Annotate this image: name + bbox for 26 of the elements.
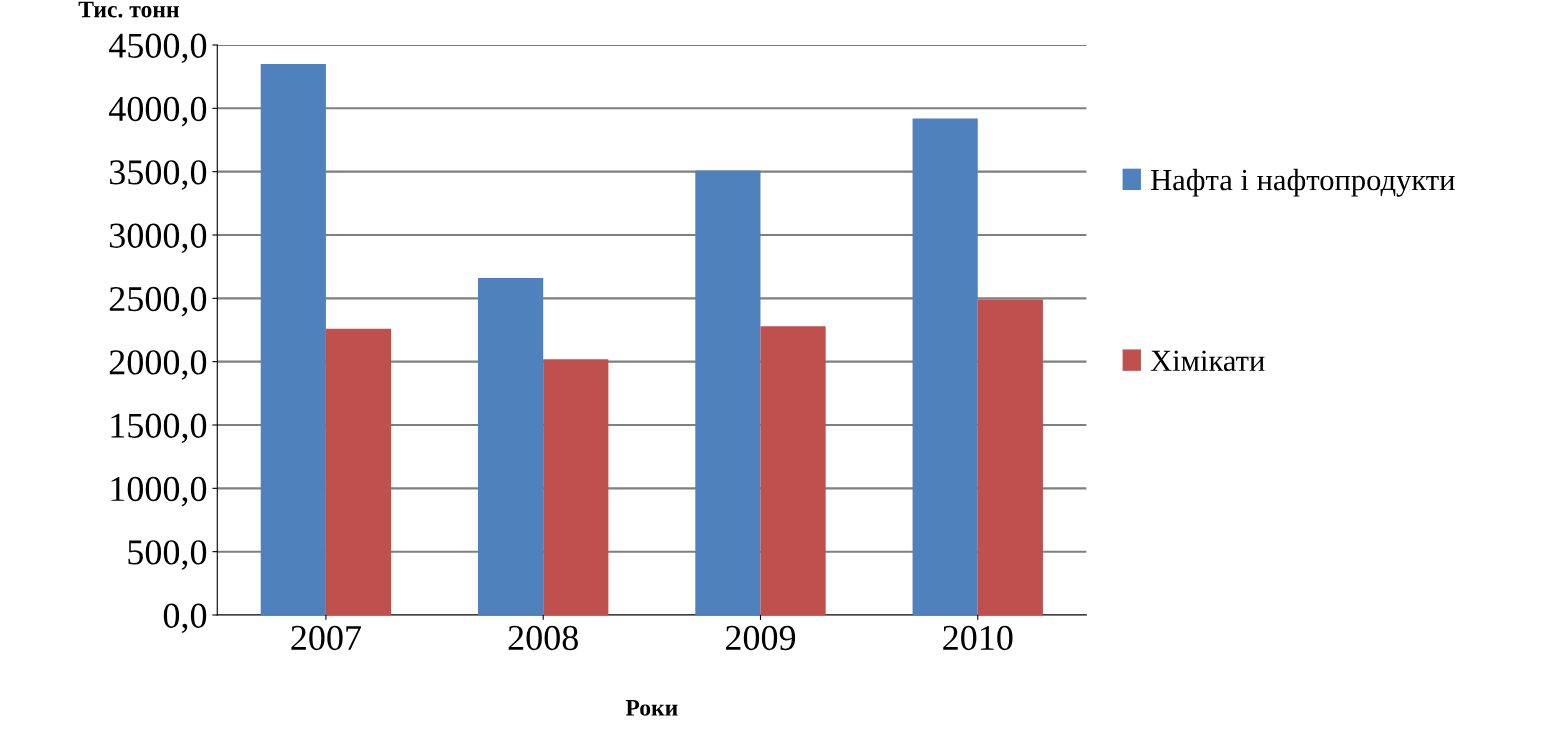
y-tick-label: 2500,0	[109, 286, 207, 317]
y-tick-label: 1500,0	[111, 413, 207, 444]
y-tick-label: 4500,0	[108, 33, 207, 64]
y-tick-label: 0,0	[163, 603, 207, 634]
y-tick-label: 500,0	[128, 540, 207, 570]
bar	[912, 118, 978, 615]
bar	[760, 326, 826, 615]
y-tick-label: 3500,0	[109, 160, 207, 190]
bar	[695, 170, 761, 615]
y-tick-label: 2000,0	[109, 350, 207, 380]
x-tick-label: 2007	[291, 625, 361, 651]
legend-label: Хімікати	[1150, 350, 1265, 372]
bar	[325, 328, 392, 615]
x-tick-label: 2010	[943, 625, 1013, 651]
x-axis-title: Роки	[625, 700, 678, 716]
y-tick-label: 1000,0	[111, 476, 207, 507]
bar	[478, 278, 544, 615]
x-tick-label: 2008	[508, 625, 578, 651]
x-tick-label: 2009	[725, 625, 796, 651]
bar	[260, 64, 326, 615]
bar	[543, 359, 609, 615]
legend-label: Нафта і нафтопродукти	[1150, 168, 1455, 197]
y-axis-title: Тис. тонн	[78, 1, 179, 18]
bar	[977, 299, 1043, 615]
y-tick-label: 3000,0	[109, 223, 207, 254]
y-tick-label: 4000,0	[108, 96, 207, 127]
